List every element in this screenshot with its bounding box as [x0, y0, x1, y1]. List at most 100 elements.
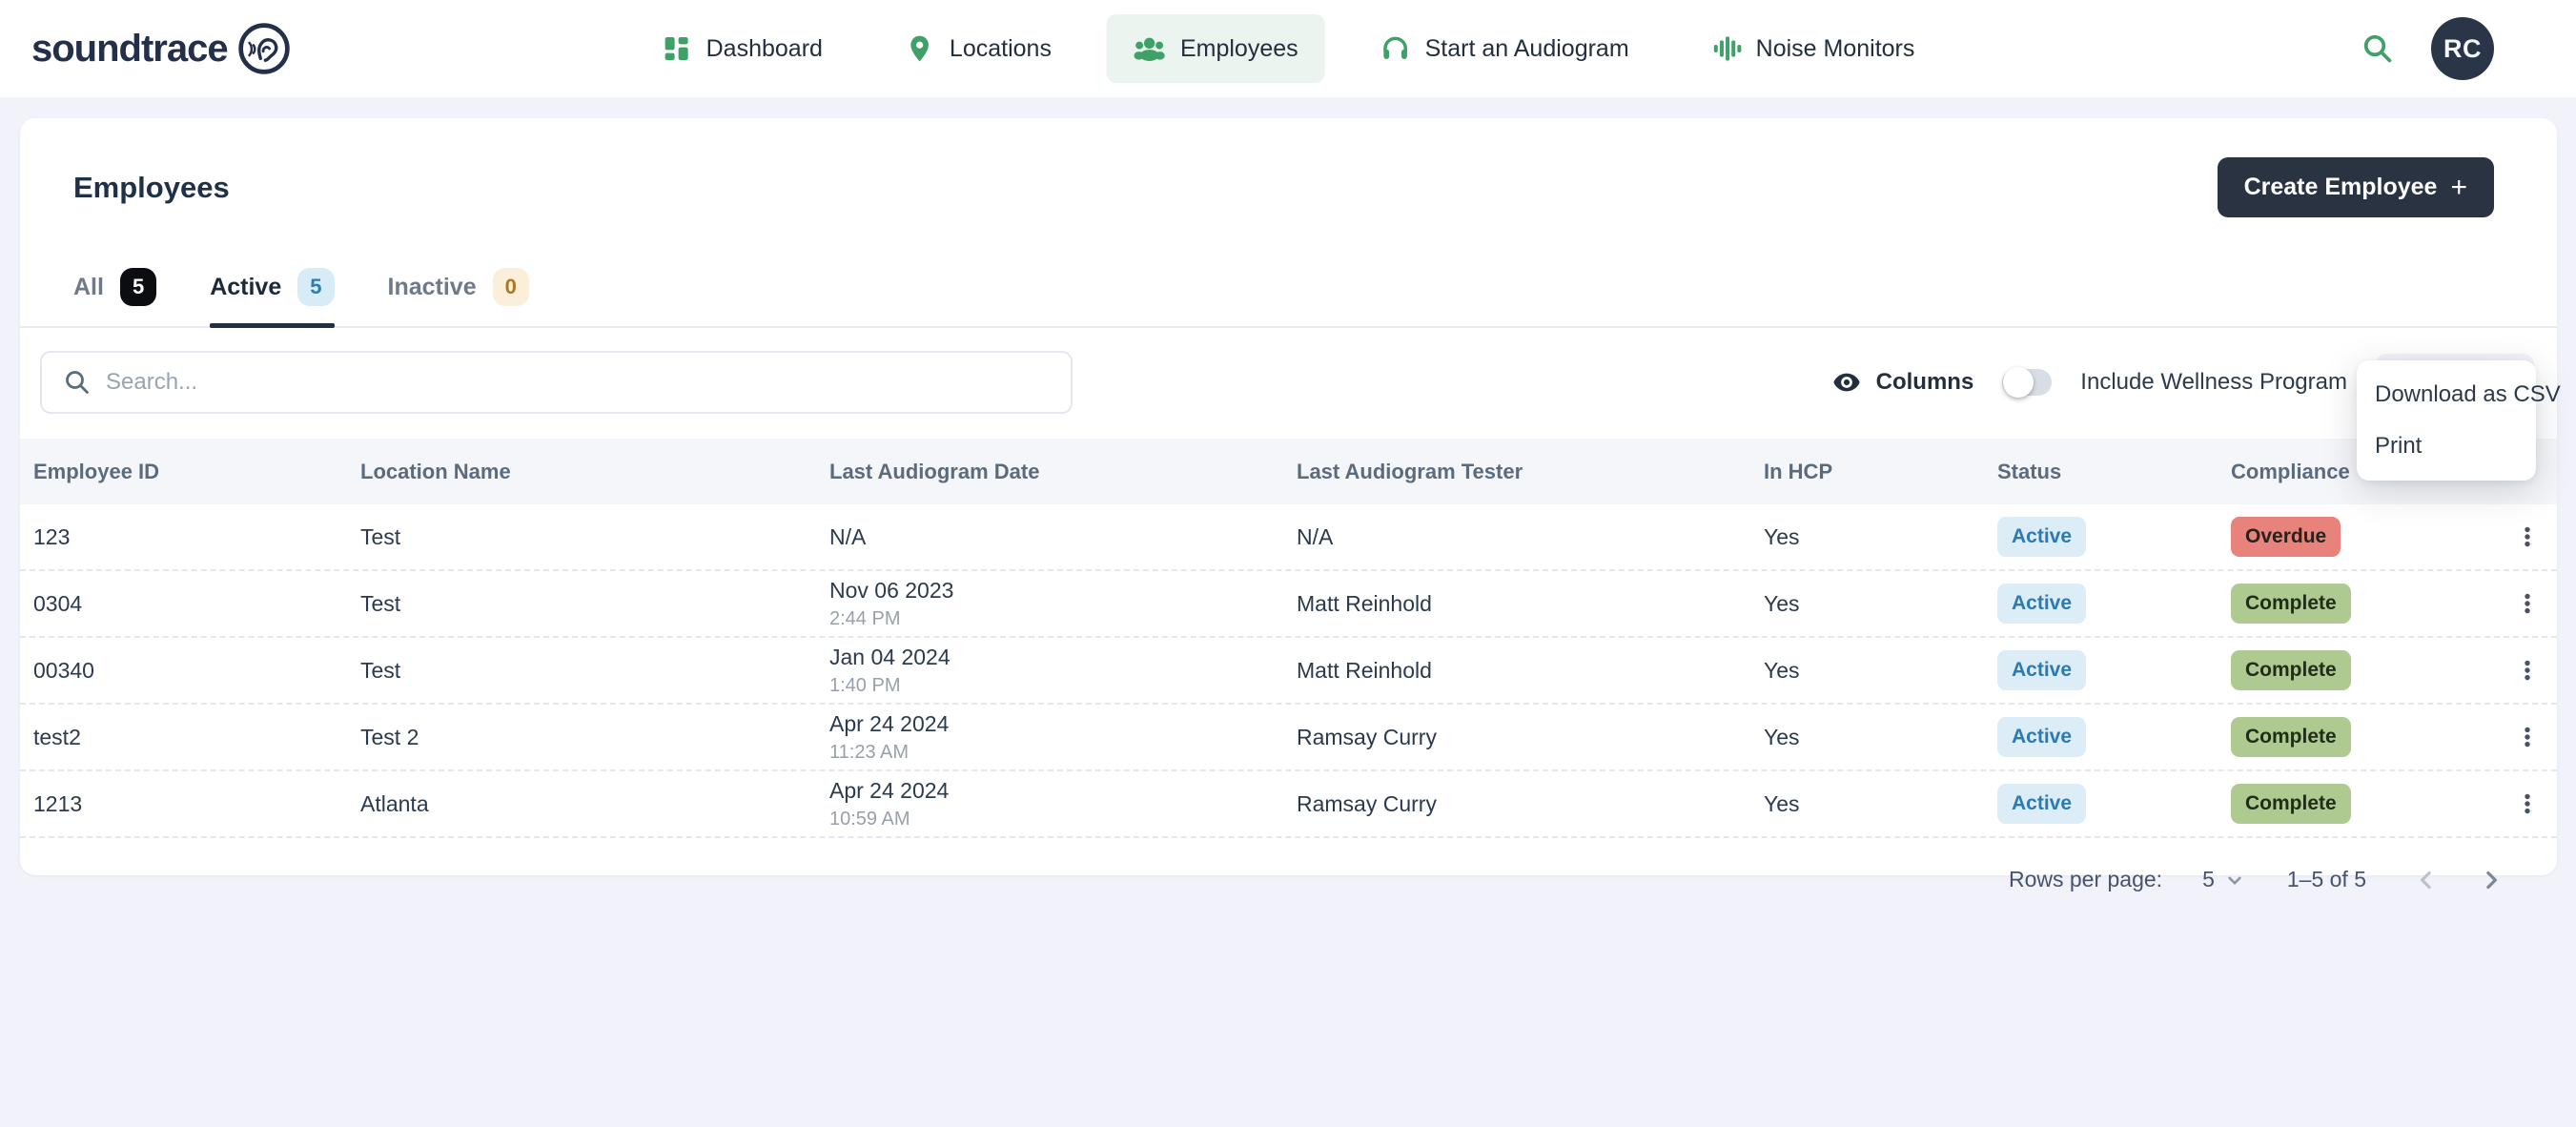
column-header-last-audiogram-tester: Last Audiogram Tester — [1297, 459, 1523, 483]
cell-location-name: Test — [360, 657, 401, 683]
tab-label: Active — [210, 273, 282, 300]
cell-employee-id: 123 — [33, 523, 71, 549]
column-header-last-audiogram-date: Last Audiogram Date — [829, 459, 1040, 483]
rows-per-page-label: Rows per page: — [2008, 867, 2163, 891]
nav-item-dashboard[interactable]: Dashboard — [635, 15, 849, 82]
nav-item-employees[interactable]: Employees — [1106, 14, 1325, 83]
cell-employee-id: 00340 — [33, 657, 94, 683]
next-page-button[interactable] — [2471, 860, 2511, 900]
employees-table: Employee ID Location Name Last Audiogram… — [20, 439, 2557, 838]
nav-right: RC — [2361, 17, 2494, 80]
people-group-icon — [1134, 32, 1166, 65]
columns-label: Columns — [1875, 369, 1974, 395]
table-toolbar: Columns Include Wellness Program Export — [20, 351, 2557, 414]
status-badge: Active — [1997, 517, 2087, 557]
brand-name: soundtrace — [31, 27, 229, 70]
nav-item-label: Employees — [1179, 34, 1298, 62]
dashboard-icon — [662, 33, 692, 64]
tab-all[interactable]: All 5 — [73, 268, 157, 326]
menu-item-download-csv[interactable]: Download as CSV — [2375, 381, 2561, 407]
column-header-employee-id: Employee ID — [33, 459, 160, 483]
previous-page-button[interactable] — [2406, 860, 2446, 900]
row-actions-kebab-icon[interactable] — [2505, 652, 2549, 688]
employees-card: Employees Create Employee + All 5 Active… — [20, 118, 2557, 891]
status-badge: Active — [1997, 784, 2087, 824]
cell-employee-id: test2 — [33, 724, 81, 749]
cell-compliance: Complete — [2231, 784, 2498, 824]
headset-icon — [1380, 33, 1411, 64]
compliance-badge: Complete — [2231, 584, 2351, 624]
nav-item-label: Locations — [949, 34, 1052, 62]
cell-location-name: Atlanta — [360, 790, 429, 816]
table-row[interactable]: 1213 Atlanta Apr 24 2024 10:59 AM Ramsay… — [20, 771, 2557, 838]
menu-item-print[interactable]: Print — [2375, 433, 2423, 459]
row-actions-kebab-icon[interactable] — [2505, 786, 2549, 822]
cell-status: Active — [1997, 584, 2231, 624]
create-employee-button[interactable]: Create Employee + — [2217, 157, 2494, 217]
column-header-status: Status — [1997, 459, 2062, 483]
nav-item-locations[interactable]: Locations — [878, 15, 1078, 82]
cell-in-hcp: Yes — [1764, 523, 1800, 549]
table-row[interactable]: 00340 Test Jan 04 2024 1:40 PM Matt Rein… — [20, 638, 2557, 705]
search-input-icon — [63, 368, 92, 397]
toggle-knob — [2003, 367, 2034, 398]
search-input[interactable] — [106, 369, 1050, 396]
cell-last-audiogram-date: Apr 24 2024 11:23 AM — [829, 710, 950, 763]
status-badge: Active — [1997, 717, 2087, 757]
row-actions-kebab-icon[interactable] — [2505, 585, 2549, 622]
cell-in-hcp: Yes — [1764, 657, 1800, 683]
cell-compliance: Complete — [2231, 650, 2498, 690]
tab-label: Inactive — [387, 273, 477, 300]
chevron-down-icon — [2222, 868, 2247, 892]
cell-compliance: Overdue — [2231, 517, 2498, 557]
tab-active[interactable]: Active 5 — [210, 268, 335, 328]
main-menu: Dashboard Locations — [635, 0, 1942, 97]
tab-label: All — [73, 273, 104, 300]
cell-last-audiogram-tester: Ramsay Curry — [1297, 790, 1437, 816]
ear-logo-icon — [235, 20, 293, 77]
location-pin-icon — [905, 33, 935, 64]
row-actions-kebab-icon[interactable] — [2505, 519, 2549, 555]
status-badge: Active — [1997, 650, 2087, 690]
cell-last-audiogram-date: Jan 04 2024 1:40 PM — [829, 644, 951, 696]
export-dropdown-menu: Download as CSV Print — [2357, 360, 2561, 481]
nav-item-noise-monitors[interactable]: Noise Monitors — [1685, 15, 1942, 82]
tab-count-badge: 0 — [492, 268, 529, 306]
brand-logo[interactable]: soundtrace — [31, 20, 293, 77]
cell-last-audiogram-tester: Matt Reinhold — [1297, 590, 1432, 616]
tab-count-badge: 5 — [119, 268, 157, 306]
columns-button[interactable]: Columns — [1831, 367, 1974, 398]
tab-inactive[interactable]: Inactive 0 — [388, 268, 529, 326]
cell-in-hcp: Yes — [1764, 790, 1800, 816]
rows-per-page-value: 5 — [2202, 867, 2215, 891]
cell-last-audiogram-tester: Matt Reinhold — [1297, 657, 1432, 683]
table-row[interactable]: test2 Test 2 Apr 24 2024 11:23 AM Ramsay… — [20, 705, 2557, 771]
row-actions-kebab-icon[interactable] — [2505, 719, 2549, 755]
cell-employee-id: 1213 — [33, 790, 83, 816]
status-badge: Active — [1997, 584, 2087, 624]
table-header-row: Employee ID Location Name Last Audiogram… — [20, 439, 2557, 504]
compliance-badge: Complete — [2231, 784, 2351, 824]
search-icon[interactable] — [2361, 31, 2395, 66]
cell-compliance: Complete — [2231, 717, 2498, 757]
equalizer-icon — [1711, 33, 1742, 64]
cell-status: Active — [1997, 517, 2231, 557]
nav-item-label: Noise Monitors — [1755, 34, 1915, 62]
tab-count-badge: 5 — [297, 268, 335, 306]
cell-status: Active — [1997, 784, 2231, 824]
pagination-bar: Rows per page: 5 1–5 of 5 — [20, 838, 2557, 921]
cell-last-audiogram-tester: Ramsay Curry — [1297, 724, 1437, 749]
table-row[interactable]: 0304 Test Nov 06 2023 2:44 PM Matt Reinh… — [20, 571, 2557, 638]
nav-item-label: Start an Audiogram — [1424, 34, 1629, 62]
column-header-location-name: Location Name — [360, 459, 511, 483]
eye-icon — [1831, 367, 1862, 398]
table-row[interactable]: 123 Test N/A N/A Yes Active Overdue — [20, 504, 2557, 571]
column-header-in-hcp: In HCP — [1764, 459, 1833, 483]
wellness-toggle[interactable] — [2002, 367, 2053, 398]
avatar[interactable]: RC — [2431, 17, 2494, 80]
cell-status: Active — [1997, 650, 2231, 690]
rows-per-page-select[interactable]: 5 — [2202, 867, 2247, 892]
cell-location-name: Test 2 — [360, 724, 419, 749]
cell-in-hcp: Yes — [1764, 724, 1800, 749]
nav-item-start-audiogram[interactable]: Start an Audiogram — [1354, 15, 1656, 82]
